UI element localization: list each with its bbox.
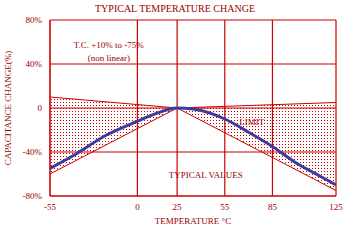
- svg-text:-55: -55: [44, 202, 56, 212]
- svg-text:T.C. +10% to -75%: T.C. +10% to -75%: [74, 40, 145, 50]
- svg-text:-40%: -40%: [23, 147, 43, 157]
- svg-text:LIMIT: LIMIT: [239, 117, 264, 127]
- svg-text:TEMPERATURE °C: TEMPERATURE °C: [155, 216, 231, 226]
- svg-text:0: 0: [135, 202, 140, 212]
- svg-text:TYPICAL VALUES: TYPICAL VALUES: [169, 170, 243, 180]
- svg-text:85: 85: [268, 202, 278, 212]
- svg-text:40%: 40%: [26, 59, 43, 69]
- svg-text:-80%: -80%: [23, 191, 43, 201]
- svg-text:CAPACITANCE CHANGE(%): CAPACITANCE CHANGE(%): [8, 51, 13, 166]
- svg-text:25: 25: [173, 202, 183, 212]
- svg-text:125: 125: [329, 202, 342, 212]
- svg-text:55: 55: [220, 202, 230, 212]
- html-text:TYPICAL TEMPERATURE CHANGE: TYPICAL TEMPERATURE CHANGE: [95, 3, 255, 14]
- svg-text:(non linear): (non linear): [88, 53, 130, 63]
- svg-text:0: 0: [38, 103, 43, 113]
- svg-text:80%: 80%: [26, 15, 43, 25]
